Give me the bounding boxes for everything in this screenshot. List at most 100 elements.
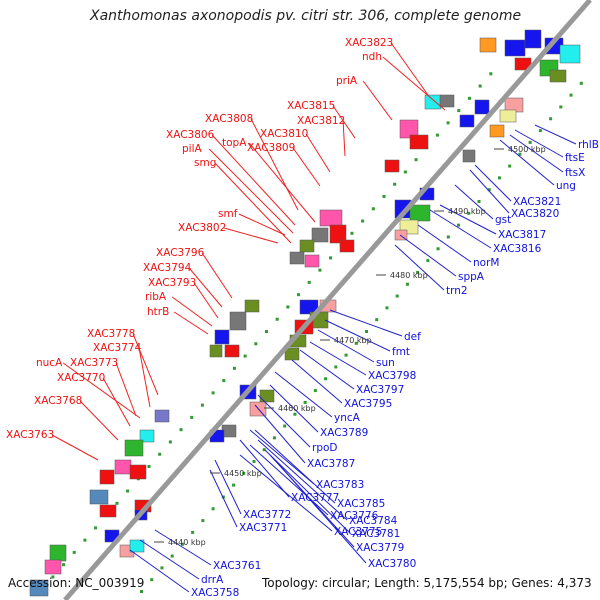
gene-block [409, 134, 429, 150]
tick-dot [436, 247, 440, 251]
tick-dot [150, 578, 154, 582]
gene-label-xac3780: XAC3780 [368, 558, 416, 570]
gene-label-nuca: nucA [36, 357, 63, 369]
gene-label-xac3774: XAC3774 [93, 342, 142, 354]
gene-label-ynca: yncA [334, 412, 361, 424]
gene-label-drra: drrA [201, 574, 224, 586]
tick-dot [191, 530, 195, 534]
leader-line [201, 252, 233, 299]
tick-dot [497, 176, 501, 180]
leader-line [129, 549, 190, 593]
gene-block [479, 37, 497, 53]
tick-dot [232, 366, 236, 370]
gene-label-xac3802: XAC3802 [178, 222, 226, 234]
tick-dot [549, 117, 553, 121]
gene-label-sppa: sppA [458, 271, 485, 283]
gene-label-smf: smf [218, 208, 238, 220]
leader-line [139, 539, 200, 580]
leader-line [211, 134, 296, 226]
leader-line [209, 469, 238, 528]
leader-line [454, 184, 494, 220]
gene-block [304, 254, 320, 268]
gene-block [311, 227, 329, 243]
tick-dot [94, 526, 98, 530]
gene-block [289, 251, 305, 265]
leader-line [257, 394, 311, 448]
tick-dot [275, 317, 279, 321]
tick-dot [350, 231, 354, 235]
gene-block [459, 114, 475, 128]
leader-line [474, 164, 512, 202]
leader-line [51, 434, 99, 461]
tick-dot [375, 318, 379, 322]
tick-dot [62, 563, 66, 567]
tick-dot [232, 483, 236, 487]
gene-label-ftse: ftsE [565, 152, 585, 164]
tick-dot [272, 436, 276, 440]
leader-line [248, 142, 316, 223]
kbp-label: 4450 kbp [224, 469, 262, 478]
kbp-markers: 4440 kbp 4450 kbp 4460 kbp 4470 kbp 4480 kbp… [154, 145, 546, 547]
gene-label-xac3784: XAC3784 [349, 515, 398, 527]
gene-block [99, 469, 115, 485]
tick-dot [569, 93, 573, 97]
gene-label-xac3768: XAC3768 [34, 395, 82, 407]
gene-label-xac3808: XAC3808 [205, 113, 253, 125]
gene-label-xac3796: XAC3796 [156, 247, 205, 259]
tick-dot [361, 219, 365, 223]
gene-label-xac3778: XAC3778 [87, 328, 135, 340]
tick-dot [160, 566, 164, 570]
gene-label-xac3821: XAC3821 [513, 196, 561, 208]
gene-label-xac3820: XAC3820 [511, 208, 559, 220]
tick-dot [329, 256, 333, 260]
gene-block [299, 299, 319, 315]
tick-dot [318, 268, 322, 272]
gene-label-xac3775: XAC3775 [334, 526, 382, 538]
tick-dot [487, 188, 491, 192]
gene-label-fmt: fmt [392, 346, 410, 358]
kbp-label: 4480 kbp [390, 271, 428, 280]
tick-dot [201, 519, 205, 523]
leader-line [382, 56, 446, 111]
gene-label-ndh: ndh [362, 51, 382, 63]
leader-line [342, 120, 346, 157]
tick-dot [446, 121, 450, 125]
tick-dot [334, 365, 338, 369]
gene-block [209, 344, 223, 358]
leader-line [254, 429, 336, 504]
leader-line [417, 224, 472, 263]
gene-block [244, 299, 260, 313]
leader-lines [51, 42, 577, 593]
leader-line [534, 124, 577, 145]
gene-label-xac3776: XAC3776 [330, 510, 379, 522]
leader-line [250, 118, 299, 211]
leader-line [469, 169, 510, 214]
leader-line [305, 133, 331, 173]
gene-label-def: def [404, 331, 421, 343]
leader-line [62, 362, 141, 419]
gene-block [49, 544, 67, 562]
tick-dot [262, 448, 266, 452]
leader-line [249, 444, 329, 516]
gene-label-ung: ung [556, 180, 576, 192]
tick-dot [293, 412, 297, 416]
tick-dot [518, 152, 522, 156]
leader-line [214, 459, 242, 515]
leader-line [171, 296, 213, 327]
leader-line [429, 209, 492, 249]
gene-label-xac3823: XAC3823 [345, 37, 393, 49]
gene-label-smg: smg [194, 157, 216, 169]
tick-dot [303, 400, 307, 404]
tick-dot [489, 72, 493, 76]
tick-dot [395, 294, 399, 298]
gene-block [124, 439, 144, 457]
leader-line [292, 147, 321, 187]
gene-label-xac3798: XAC3798 [368, 370, 416, 382]
gene-label-xac3795: XAC3795 [344, 398, 392, 410]
gene-label-pria: priA [336, 75, 358, 87]
tick-dot [168, 440, 172, 444]
leader-line [264, 449, 351, 534]
gene-block [439, 94, 455, 108]
gene-block [224, 344, 240, 358]
